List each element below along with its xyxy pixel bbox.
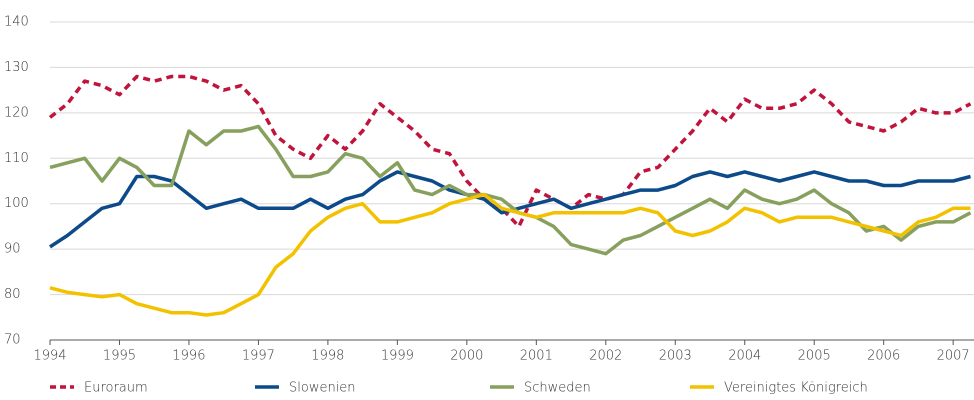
x-tick-label: 2006 — [867, 349, 900, 364]
y-tick-label: 100 — [4, 196, 29, 211]
series-line — [49, 192, 971, 317]
x-tick-label: 1997 — [242, 349, 275, 364]
series-line — [49, 124, 972, 256]
x-tick-label: 1998 — [311, 349, 344, 364]
y-tick-label: 110 — [4, 151, 29, 166]
y-tick-label: 80 — [4, 287, 21, 302]
x-tick-label: 2000 — [450, 349, 483, 364]
x-tick-label: 1994 — [33, 349, 66, 364]
x-tick-label: 2005 — [798, 349, 831, 364]
x-tick-label: 2007 — [937, 349, 970, 364]
x-tick-label: 2003 — [659, 349, 692, 364]
series-line — [48, 74, 972, 229]
x-tick-label: 1996 — [172, 349, 205, 364]
x-tick-label: 2002 — [589, 349, 622, 364]
x-tick-label: 1999 — [381, 349, 414, 364]
x-tick-label: 1995 — [103, 349, 136, 364]
legend-label: Slowenien — [289, 381, 356, 396]
x-tick-label: 2004 — [728, 349, 761, 364]
legend-label: Schweden — [524, 381, 591, 396]
legend-label: Euroraum — [84, 381, 148, 396]
y-tick-label: 130 — [4, 60, 29, 75]
x-tick-label: 2001 — [520, 349, 553, 364]
y-tick-label: 120 — [4, 105, 29, 120]
legend-label: Vereinigtes Königreich — [724, 381, 868, 396]
y-tick-label: 140 — [4, 15, 29, 30]
y-tick-label: 90 — [4, 242, 21, 257]
y-tick-label: 70 — [4, 333, 21, 348]
